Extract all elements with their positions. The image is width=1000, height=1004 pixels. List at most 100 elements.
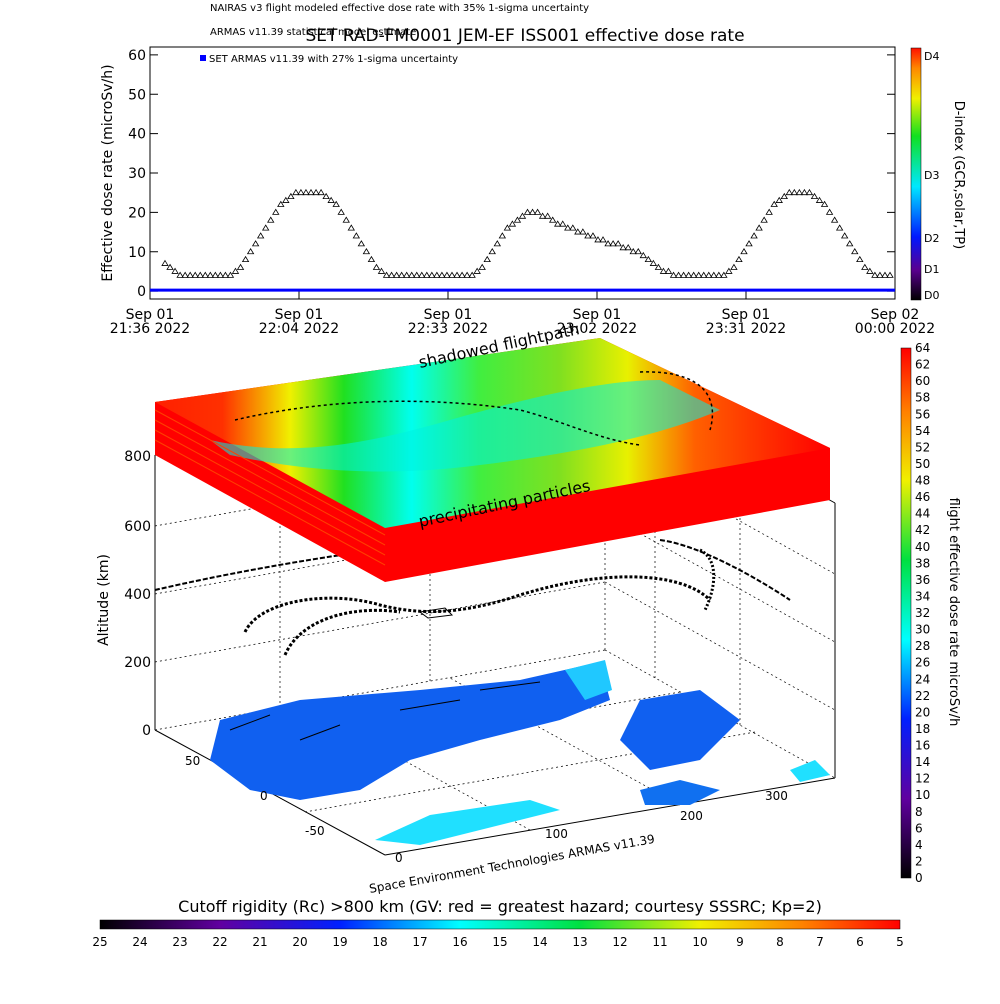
dose-rate-colorbar-label: 18	[915, 722, 930, 736]
dose-rate-point	[166, 263, 174, 270]
dose-rate-point	[538, 212, 547, 219]
dose-rate-point	[518, 212, 527, 219]
dose-rate-colorbar-label: 58	[915, 391, 930, 405]
dose-rate-point	[407, 271, 416, 278]
dose-rate-point	[810, 192, 819, 200]
dose-rate-point	[186, 271, 194, 278]
dose-rate-point	[609, 240, 617, 247]
dose-rate-point	[302, 188, 310, 196]
x-tick-label: 22:33 2022	[408, 321, 488, 337]
dose-rate-point	[488, 247, 496, 255]
cutoff-rigidity-colorbar-label: 25	[92, 935, 107, 949]
cutoff-rigidity-colorbar-label: 8	[776, 935, 784, 949]
cutoff-rigidity-colorbar-label: 22	[212, 935, 227, 949]
dose-rate-point	[307, 188, 315, 196]
dose-rate-point	[513, 216, 522, 223]
dose-rate-point	[332, 200, 340, 207]
y-tick: 0	[260, 789, 268, 803]
dose-rate-point	[433, 271, 441, 278]
dose-rate-point	[750, 232, 758, 239]
dose-rate-colorbar-label: 28	[915, 639, 930, 653]
africa-land	[640, 780, 720, 805]
dose-rate-point	[745, 240, 753, 247]
dose-rate-point	[569, 224, 577, 231]
cutoff-rigidity-colorbar-bar	[99, 919, 901, 930]
dose-rate-point	[861, 263, 869, 270]
dose-rate-point	[438, 271, 446, 278]
dose-rate-point	[710, 271, 718, 278]
dose-rate-colorbar-label: 16	[915, 739, 930, 753]
legend-nairas: NAIRAS v3 flight modeled effective dose …	[210, 3, 589, 14]
dose-rate-point	[694, 271, 703, 278]
dose-rate-point	[372, 263, 381, 270]
dose-rate-colorbar-label: 62	[915, 358, 930, 372]
top-y-axis: 0 10 20 30 40 50 60	[128, 48, 895, 300]
dose-rate-point	[533, 208, 542, 215]
dose-rate-point	[528, 208, 537, 215]
dose-rate-point	[840, 232, 849, 239]
dose-rate-point	[619, 244, 627, 251]
dose-rate-point	[201, 271, 209, 278]
greenland-land	[565, 660, 612, 700]
z-tick: 0	[142, 723, 151, 739]
dose-rate-point	[463, 271, 471, 278]
dose-rate-point	[221, 271, 230, 278]
d-label-d3: D3	[924, 169, 939, 182]
dose-rate-point	[770, 200, 778, 207]
dose-rate-colorbar: 0246810121416182022242628303234363840424…	[900, 341, 961, 885]
cutoff-rigidity-colorbar-label: 11	[652, 935, 667, 949]
dose-rate-point	[649, 259, 658, 266]
cutoff-rigidity-colorbar-label: 19	[332, 935, 347, 949]
dose-rate-point	[604, 240, 612, 247]
dose-rate-colorbar-label: 26	[915, 656, 930, 670]
dose-rate-point	[498, 232, 507, 239]
altitude-axis-label: Altitude (km)	[96, 554, 112, 646]
dose-rate-colorbar-label: 6	[915, 821, 923, 835]
x-tick-label: Sep 01	[275, 307, 324, 323]
x-tick-label: 23:31 2022	[706, 321, 786, 337]
dose-rate-point	[876, 271, 884, 278]
x-tick-label: Sep 01	[424, 307, 473, 323]
d-label-d4: D4	[924, 50, 939, 63]
dose-rate-point	[428, 271, 436, 278]
x-tick-label: 21:36 2022	[110, 321, 190, 337]
dose-rate-point	[715, 271, 723, 278]
altitude-axis: 0 200 400 600 800	[124, 449, 151, 739]
dose-rate-point	[856, 255, 864, 263]
x-tick: 200	[680, 809, 703, 823]
dose-rate-colorbar-label: 0	[915, 871, 923, 885]
dose-rate-point	[689, 271, 698, 278]
dose-rate-point	[579, 228, 587, 235]
dose-rate-colorbar-title: flight effective dose rate microSv/h	[946, 498, 961, 727]
dose-rate-point	[267, 216, 275, 223]
y-tick-label: 10	[128, 245, 146, 261]
dose-rate-point	[402, 271, 411, 278]
dose-rate-point	[554, 220, 562, 227]
dose-rate-point	[508, 220, 517, 227]
cutoff-rigidity-colorbar-label: 10	[692, 935, 707, 949]
floor-axis-labels: 0 100 200 300 -50 0 50	[185, 754, 788, 865]
dose-rate-point	[342, 216, 350, 223]
dose-rate-point	[851, 247, 859, 255]
dose-rate-point	[377, 267, 386, 274]
cutoff-rigidity-colorbar-label: 23	[172, 935, 187, 949]
dose-rate-point	[423, 271, 431, 278]
dose-rate-colorbar-label: 44	[915, 507, 930, 521]
dose-rate-point	[503, 224, 512, 231]
x-tick-label: Sep 01	[126, 307, 175, 323]
d-index-colorbar	[910, 47, 922, 301]
dose-rate-point	[765, 208, 773, 215]
dose-rate-colorbar-bar	[900, 347, 912, 879]
dose-rate-point	[790, 188, 799, 196]
dose-rate-point	[312, 188, 320, 196]
dose-rate-point	[654, 263, 663, 270]
dose-rate-point	[352, 232, 361, 239]
dose-rate-point	[559, 220, 567, 227]
dose-rate-point	[191, 271, 199, 278]
dose-rate-point	[564, 224, 572, 231]
dose-rate-point	[297, 188, 305, 196]
dose-rate-colorbar-label: 42	[915, 523, 930, 537]
dose-rate-point	[846, 240, 854, 247]
dose-rate-point	[825, 208, 834, 215]
dose-rate-point	[287, 192, 295, 200]
